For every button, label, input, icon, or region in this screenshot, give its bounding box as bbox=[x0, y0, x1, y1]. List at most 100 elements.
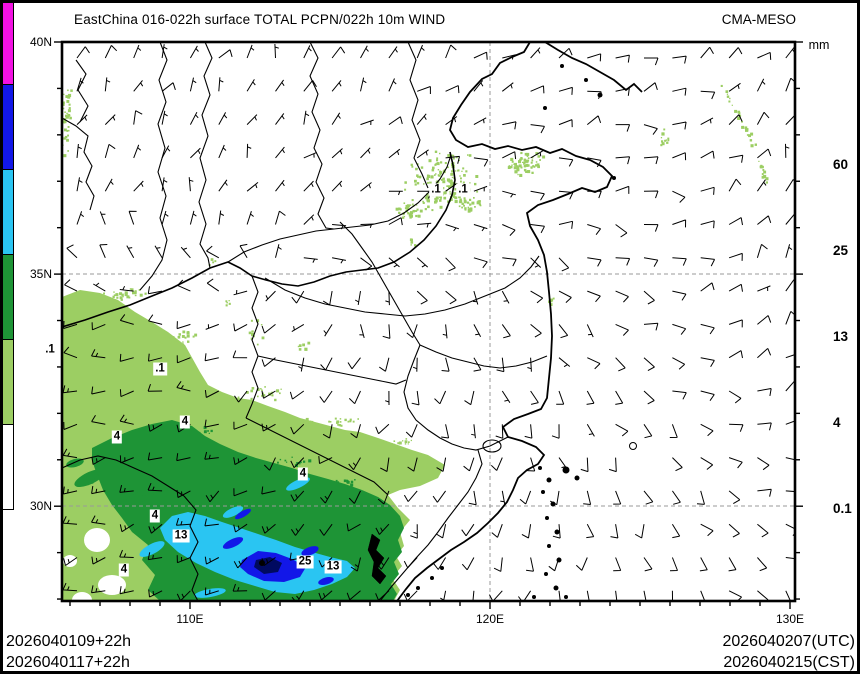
wind-barb bbox=[501, 82, 514, 92]
wind-barb bbox=[491, 524, 503, 538]
wind-barb bbox=[728, 523, 740, 538]
wind-barb bbox=[382, 324, 391, 339]
wind-barb bbox=[756, 78, 766, 92]
wind-barb bbox=[643, 124, 658, 135]
wind-barb bbox=[320, 357, 333, 371]
wind-barb bbox=[700, 282, 715, 292]
wind-barb bbox=[403, 490, 418, 502]
wind-barb bbox=[583, 490, 592, 505]
wind-barb bbox=[360, 223, 375, 229]
wind-barb bbox=[519, 490, 532, 505]
wind-barb bbox=[331, 80, 342, 92]
wind-barb bbox=[63, 346, 78, 359]
init-time-utc: 2026040109+22h bbox=[6, 633, 132, 650]
wind-barb bbox=[133, 44, 142, 59]
wind-barb bbox=[530, 124, 545, 134]
wind-barb bbox=[441, 424, 450, 439]
wind-barb bbox=[471, 424, 476, 439]
contour-label: 13 bbox=[324, 560, 342, 574]
wind-barb bbox=[348, 457, 361, 471]
wind-barb bbox=[405, 424, 418, 438]
wind-barb bbox=[303, 214, 315, 225]
wind-barb bbox=[530, 85, 545, 94]
wind-barb bbox=[348, 390, 361, 405]
wind-barb bbox=[246, 79, 256, 92]
wind-barb bbox=[757, 51, 772, 60]
wind-barb bbox=[530, 150, 543, 159]
wind-barb bbox=[322, 424, 333, 439]
wind-barb bbox=[303, 151, 317, 159]
wind-barb bbox=[180, 246, 191, 259]
wind-barb bbox=[643, 224, 659, 232]
wind-barb bbox=[204, 390, 220, 398]
wind-barb bbox=[785, 420, 795, 425]
lat-tick-label: 30N bbox=[29, 499, 52, 513]
wind-barb bbox=[388, 190, 403, 196]
wind-barb bbox=[176, 489, 191, 498]
wind-barb bbox=[350, 557, 361, 572]
wind-barb bbox=[558, 220, 574, 229]
wind-barb bbox=[502, 121, 517, 130]
wind-barb bbox=[445, 85, 460, 94]
wind-barb bbox=[147, 552, 163, 561]
wind-barb bbox=[407, 457, 418, 472]
wind-barb bbox=[232, 350, 248, 359]
wind-barb bbox=[436, 590, 447, 601]
wind-barb bbox=[91, 386, 106, 395]
contour-label: .1 bbox=[456, 183, 470, 197]
colorbar-level-label: 25 bbox=[833, 243, 849, 258]
wind-barb bbox=[319, 523, 333, 536]
wind-barb bbox=[204, 556, 220, 565]
wind-barb bbox=[93, 282, 106, 292]
wind-barb bbox=[461, 523, 475, 537]
contour-label: 4 bbox=[179, 415, 191, 429]
wind-barb bbox=[586, 115, 602, 125]
wind-barb bbox=[234, 390, 248, 403]
wind-barb bbox=[148, 589, 163, 598]
wind-barb bbox=[119, 455, 134, 464]
wind-barb bbox=[671, 590, 674, 601]
wind-barb bbox=[586, 324, 594, 338]
wind-barb bbox=[530, 190, 545, 201]
wind-barb bbox=[91, 486, 106, 495]
wind-barb bbox=[189, 111, 199, 125]
wind-barb bbox=[696, 490, 705, 505]
wind-barb bbox=[643, 257, 659, 267]
wind-barb bbox=[161, 110, 168, 125]
wind-barb bbox=[700, 150, 715, 159]
wind-barb bbox=[322, 291, 333, 306]
wind-barb bbox=[188, 177, 194, 192]
wind-barb bbox=[176, 355, 191, 364]
wind-barb bbox=[700, 323, 715, 335]
wind-barb bbox=[290, 490, 305, 502]
wind-barb bbox=[669, 557, 678, 572]
wind-barb bbox=[303, 180, 314, 192]
wind-barb bbox=[290, 457, 305, 469]
wind-barb bbox=[757, 523, 769, 538]
wind-barb bbox=[331, 112, 341, 125]
wind-barb bbox=[615, 590, 618, 601]
wind-barb bbox=[323, 324, 333, 337]
wind-barb bbox=[119, 389, 134, 398]
wind-barb bbox=[291, 323, 305, 333]
wind-barb bbox=[380, 457, 390, 472]
wind-barb bbox=[206, 278, 220, 292]
wind-barb bbox=[388, 148, 401, 159]
wind-barb bbox=[148, 353, 163, 362]
wind-barb bbox=[671, 523, 681, 539]
wind-barb bbox=[643, 156, 659, 165]
wind-barb bbox=[757, 488, 772, 497]
wind-barb bbox=[530, 47, 541, 59]
wind-barb bbox=[133, 110, 143, 125]
wind-barb bbox=[91, 515, 106, 525]
wind-barb bbox=[275, 79, 285, 92]
wind-barb bbox=[176, 555, 191, 564]
wind-barb bbox=[119, 484, 134, 493]
wind-barb bbox=[403, 590, 418, 601]
wind-barb bbox=[586, 523, 595, 539]
wind-barb bbox=[246, 44, 255, 59]
wind-barb bbox=[232, 583, 248, 592]
wind-barb bbox=[119, 549, 134, 558]
wind-barb bbox=[526, 557, 534, 572]
